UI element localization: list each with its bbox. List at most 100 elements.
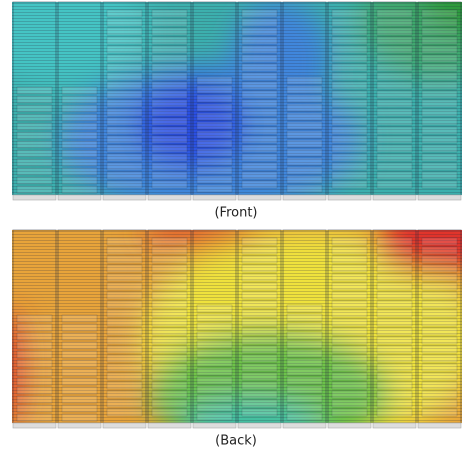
server bbox=[422, 283, 457, 290]
server bbox=[17, 114, 52, 121]
server bbox=[62, 369, 97, 376]
rack-base bbox=[328, 423, 371, 428]
server bbox=[287, 359, 322, 366]
server bbox=[422, 181, 457, 188]
server bbox=[287, 176, 322, 183]
server bbox=[377, 154, 412, 161]
server bbox=[287, 305, 322, 312]
server bbox=[152, 100, 187, 107]
server bbox=[242, 265, 277, 272]
caption: (Front) bbox=[214, 206, 257, 221]
server bbox=[107, 19, 142, 26]
server bbox=[332, 256, 367, 263]
server bbox=[332, 247, 367, 254]
server bbox=[197, 167, 232, 174]
server bbox=[242, 355, 277, 362]
server bbox=[332, 310, 367, 317]
server bbox=[62, 333, 97, 340]
server bbox=[422, 82, 457, 89]
server bbox=[332, 127, 367, 134]
server bbox=[197, 158, 232, 165]
server bbox=[107, 409, 142, 416]
server bbox=[107, 247, 142, 254]
server bbox=[17, 132, 52, 139]
server bbox=[152, 145, 187, 152]
server bbox=[377, 346, 412, 353]
server bbox=[17, 159, 52, 166]
server bbox=[107, 64, 142, 71]
server bbox=[422, 73, 457, 80]
server bbox=[107, 274, 142, 281]
page: {"panels": [{"caption": "(Front)"}, {"ca… bbox=[0, 0, 464, 454]
server bbox=[287, 404, 322, 411]
server bbox=[62, 360, 97, 367]
server bbox=[332, 28, 367, 35]
server bbox=[332, 238, 367, 245]
server bbox=[332, 82, 367, 89]
server bbox=[107, 82, 142, 89]
server bbox=[197, 185, 232, 192]
server bbox=[242, 82, 277, 89]
server bbox=[107, 163, 142, 170]
server bbox=[422, 37, 457, 44]
server bbox=[197, 359, 232, 366]
server bbox=[197, 332, 232, 339]
server bbox=[17, 396, 52, 403]
server bbox=[107, 73, 142, 80]
server bbox=[152, 28, 187, 35]
caption: (Back) bbox=[215, 434, 257, 449]
server bbox=[242, 154, 277, 161]
server bbox=[242, 19, 277, 26]
server bbox=[62, 378, 97, 385]
server bbox=[197, 86, 232, 93]
server bbox=[152, 55, 187, 62]
server bbox=[152, 391, 187, 398]
server bbox=[377, 46, 412, 53]
server bbox=[332, 118, 367, 125]
server bbox=[242, 127, 277, 134]
server bbox=[287, 332, 322, 339]
server bbox=[422, 328, 457, 335]
server bbox=[242, 55, 277, 62]
server bbox=[62, 342, 97, 349]
server bbox=[17, 315, 52, 322]
server bbox=[422, 247, 457, 254]
server bbox=[242, 64, 277, 71]
server bbox=[422, 154, 457, 161]
server bbox=[152, 346, 187, 353]
server bbox=[422, 409, 457, 416]
server bbox=[287, 86, 322, 93]
server bbox=[17, 360, 52, 367]
server bbox=[287, 158, 322, 165]
server bbox=[422, 292, 457, 299]
server bbox=[332, 283, 367, 290]
server bbox=[332, 337, 367, 344]
server bbox=[197, 395, 232, 402]
server bbox=[197, 122, 232, 129]
server bbox=[152, 382, 187, 389]
rack-base bbox=[103, 195, 146, 200]
server bbox=[377, 238, 412, 245]
rack-base bbox=[373, 195, 416, 200]
server bbox=[332, 391, 367, 398]
server bbox=[242, 391, 277, 398]
server bbox=[107, 118, 142, 125]
server bbox=[377, 391, 412, 398]
server bbox=[287, 341, 322, 348]
server bbox=[422, 91, 457, 98]
server bbox=[242, 382, 277, 389]
server bbox=[332, 328, 367, 335]
server bbox=[422, 109, 457, 116]
server bbox=[377, 283, 412, 290]
server bbox=[107, 145, 142, 152]
server bbox=[287, 386, 322, 393]
server bbox=[62, 387, 97, 394]
server bbox=[422, 46, 457, 53]
server bbox=[197, 341, 232, 348]
server bbox=[152, 265, 187, 272]
server bbox=[107, 337, 142, 344]
server bbox=[197, 314, 232, 321]
server bbox=[242, 28, 277, 35]
server bbox=[152, 73, 187, 80]
server bbox=[107, 364, 142, 371]
